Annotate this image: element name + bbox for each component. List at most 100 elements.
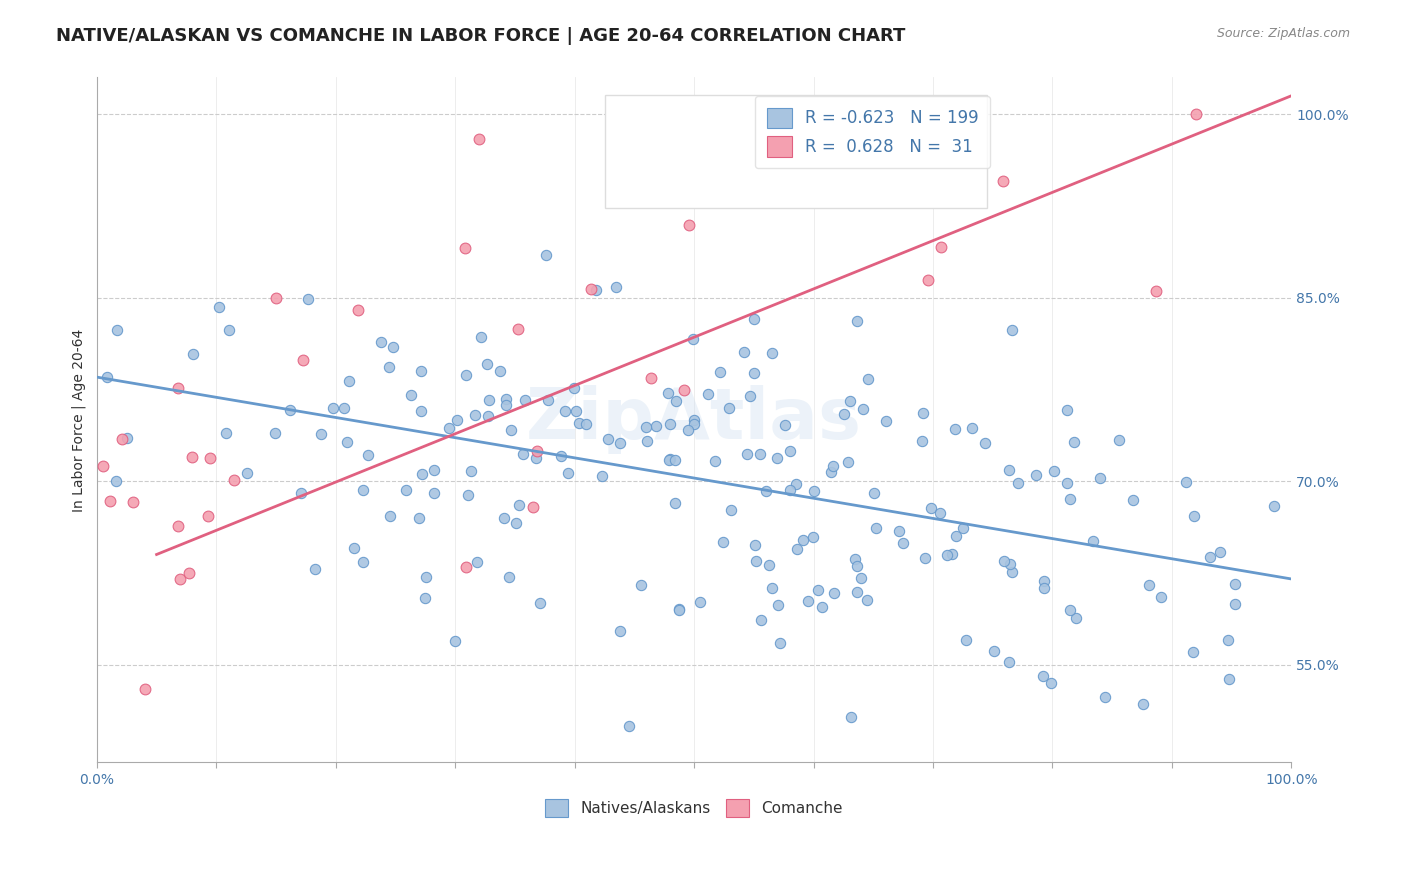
Point bbox=[1056, 475, 1078, 490]
Point bbox=[1174, 475, 1197, 490]
Point bbox=[630, 577, 652, 591]
Point bbox=[773, 418, 796, 433]
Point bbox=[264, 291, 287, 305]
Point bbox=[596, 432, 619, 446]
Point bbox=[863, 486, 886, 500]
Point bbox=[1122, 493, 1144, 508]
FancyBboxPatch shape bbox=[605, 95, 987, 208]
Text: Source: ZipAtlas.com: Source: ZipAtlas.com bbox=[1216, 27, 1350, 40]
Point bbox=[134, 681, 156, 696]
Point bbox=[297, 293, 319, 307]
Point bbox=[801, 530, 824, 544]
Point bbox=[761, 345, 783, 359]
Point bbox=[749, 613, 772, 627]
Point bbox=[111, 433, 134, 447]
Point bbox=[423, 485, 446, 500]
Point bbox=[565, 403, 588, 417]
Point bbox=[891, 536, 914, 550]
Point bbox=[357, 448, 380, 462]
Point bbox=[91, 458, 114, 473]
Point bbox=[1137, 578, 1160, 592]
Point bbox=[513, 393, 536, 408]
Point bbox=[845, 314, 868, 328]
Point bbox=[454, 368, 477, 382]
Point bbox=[1039, 676, 1062, 690]
Point bbox=[1001, 323, 1024, 337]
Point bbox=[395, 483, 418, 497]
Point bbox=[336, 434, 359, 449]
Point bbox=[235, 466, 257, 480]
Point bbox=[676, 424, 699, 438]
Point bbox=[609, 624, 631, 638]
Point bbox=[911, 434, 934, 448]
Text: ZipAtlas: ZipAtlas bbox=[526, 385, 862, 454]
Point bbox=[505, 516, 527, 530]
Point bbox=[849, 571, 872, 585]
Point bbox=[914, 551, 936, 566]
Point bbox=[446, 413, 468, 427]
Point bbox=[104, 474, 127, 488]
Point bbox=[945, 529, 967, 543]
Point bbox=[962, 421, 984, 435]
Point bbox=[931, 240, 953, 254]
Point bbox=[636, 434, 658, 448]
Point bbox=[664, 496, 686, 510]
Point bbox=[811, 600, 834, 615]
Point bbox=[609, 435, 631, 450]
Point bbox=[378, 508, 401, 523]
Point bbox=[1081, 534, 1104, 549]
Point bbox=[744, 538, 766, 552]
Point bbox=[803, 483, 825, 498]
Point bbox=[839, 394, 862, 409]
Point bbox=[478, 393, 501, 408]
Point bbox=[408, 510, 430, 524]
Point bbox=[678, 218, 700, 232]
Point bbox=[748, 447, 770, 461]
Point bbox=[1063, 435, 1085, 450]
Point bbox=[290, 486, 312, 500]
Point bbox=[737, 447, 759, 461]
Point bbox=[1059, 603, 1081, 617]
Point bbox=[1182, 645, 1205, 659]
Point bbox=[370, 335, 392, 350]
Point bbox=[508, 498, 530, 512]
Point bbox=[640, 371, 662, 385]
Point bbox=[943, 422, 966, 436]
Point bbox=[697, 387, 720, 401]
Point bbox=[1007, 475, 1029, 490]
Point bbox=[786, 541, 808, 556]
Point bbox=[644, 419, 666, 434]
Point bbox=[1218, 672, 1240, 686]
Point bbox=[682, 332, 704, 346]
Point bbox=[411, 404, 433, 418]
Point bbox=[832, 407, 855, 421]
Point bbox=[181, 450, 204, 464]
Point bbox=[208, 300, 231, 314]
Point bbox=[98, 494, 121, 508]
Point bbox=[852, 401, 875, 416]
Point bbox=[166, 381, 188, 395]
Point bbox=[1032, 574, 1054, 589]
Point bbox=[983, 644, 1005, 658]
Point bbox=[1056, 403, 1078, 417]
Point bbox=[460, 464, 482, 478]
Point bbox=[711, 535, 734, 549]
Point bbox=[941, 547, 963, 561]
Point bbox=[529, 595, 551, 609]
Point bbox=[936, 549, 959, 563]
Point bbox=[352, 556, 374, 570]
Point bbox=[96, 369, 118, 384]
Y-axis label: In Labor Force | Age 20-64: In Labor Force | Age 20-64 bbox=[72, 328, 86, 512]
Point bbox=[179, 566, 201, 580]
Point bbox=[1209, 545, 1232, 559]
Point bbox=[658, 452, 681, 467]
Point bbox=[1032, 669, 1054, 683]
Point bbox=[524, 451, 547, 466]
Point bbox=[591, 469, 613, 483]
Point bbox=[993, 174, 1015, 188]
Point bbox=[415, 570, 437, 584]
Point bbox=[839, 710, 862, 724]
Point bbox=[807, 582, 830, 597]
Point bbox=[579, 282, 602, 296]
Point bbox=[768, 636, 790, 650]
